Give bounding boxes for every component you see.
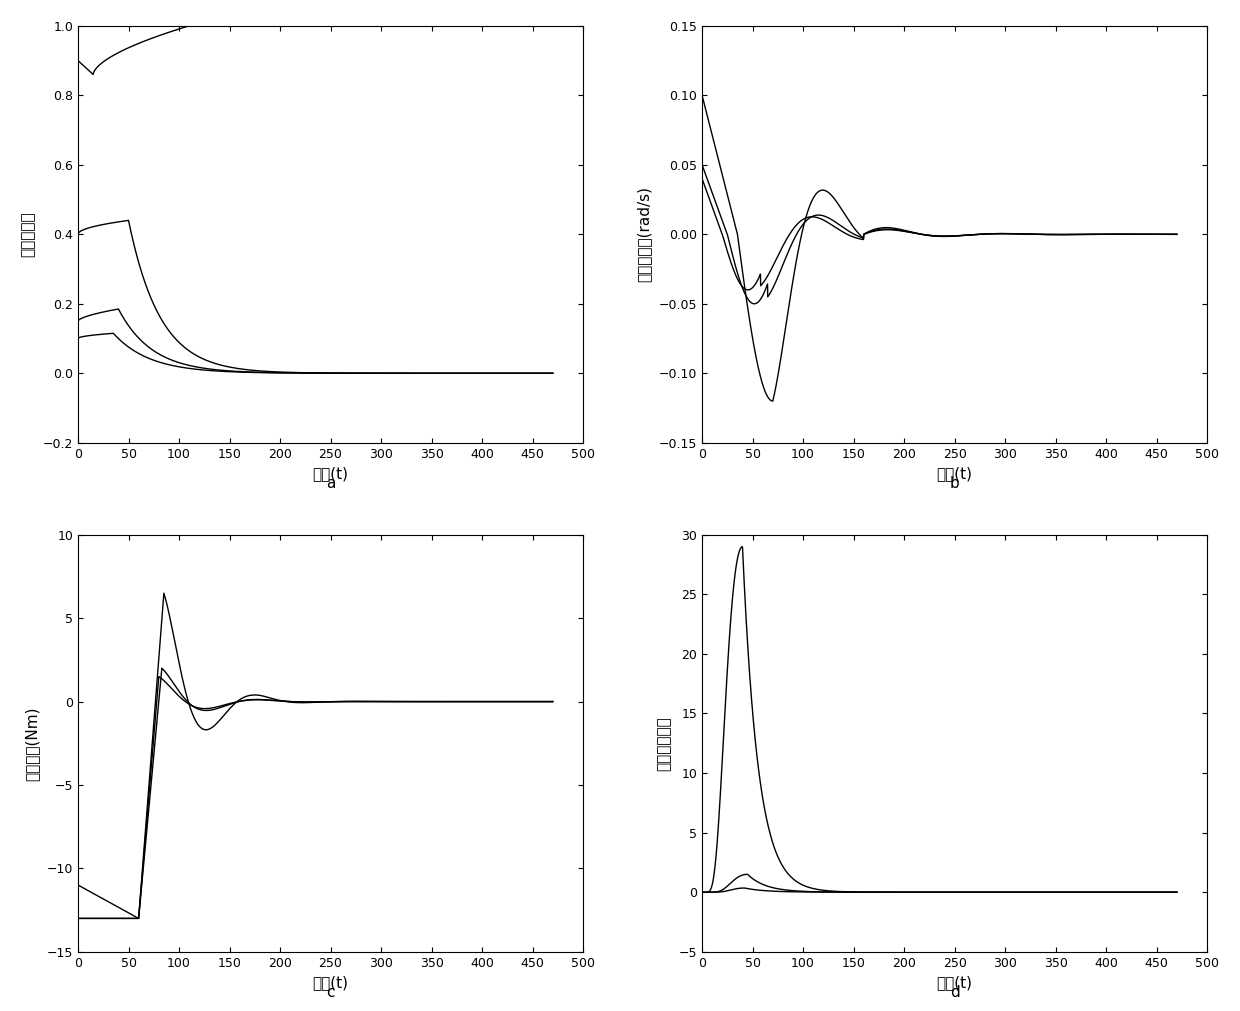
Y-axis label: 姿态四元数: 姿态四元数 — [21, 211, 36, 257]
Y-axis label: 附加系统状态: 附加系统状态 — [657, 716, 672, 770]
Text: a: a — [326, 476, 335, 491]
X-axis label: 时间(t): 时间(t) — [312, 466, 348, 481]
Text: c: c — [326, 986, 335, 1000]
Y-axis label: 姿态角速度(rad/s): 姿态角速度(rad/s) — [637, 186, 652, 282]
X-axis label: 时间(t): 时间(t) — [936, 976, 972, 990]
Text: b: b — [950, 476, 960, 491]
X-axis label: 时间(t): 时间(t) — [312, 976, 348, 990]
X-axis label: 时间(t): 时间(t) — [936, 466, 972, 481]
Text: d: d — [950, 986, 960, 1000]
Y-axis label: 控制力矩(Nm): 控制力矩(Nm) — [25, 706, 40, 780]
